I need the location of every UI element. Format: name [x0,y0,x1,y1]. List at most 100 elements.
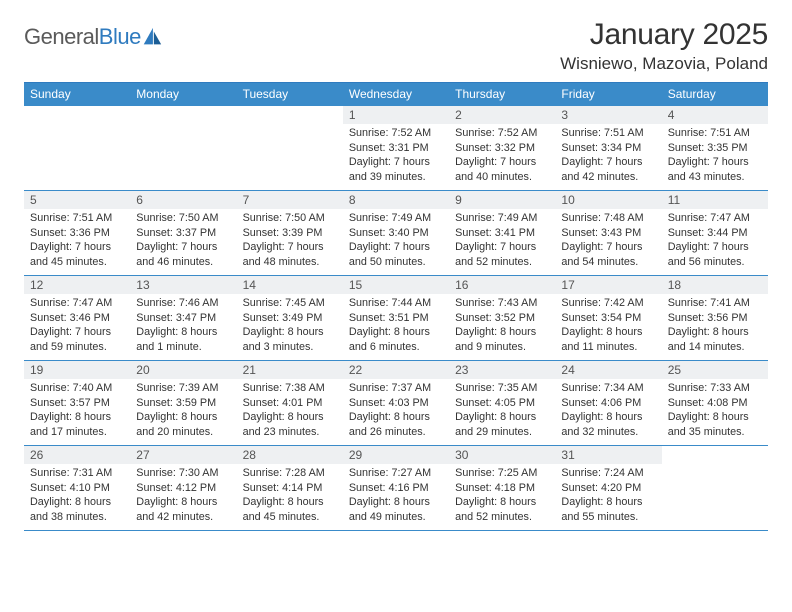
sunset-text: Sunset: 4:01 PM [243,396,337,411]
weekday-header: Monday [130,83,236,105]
sunset-text: Sunset: 3:54 PM [561,311,655,326]
day-number-band: 9 [449,191,555,209]
daylight-text: Daylight: 7 hours and 48 minutes. [243,240,337,269]
day-cell: 28Sunrise: 7:28 AMSunset: 4:14 PMDayligh… [237,446,343,530]
month-title: January 2025 [560,18,768,52]
day-number: 16 [455,278,549,292]
day-number-band: 28 [237,446,343,464]
sunset-text: Sunset: 3:57 PM [30,396,124,411]
day-details: Sunrise: 7:41 AMSunset: 3:56 PMDaylight:… [662,294,768,358]
day-cell: 3Sunrise: 7:51 AMSunset: 3:34 PMDaylight… [555,106,661,190]
day-number: 9 [455,193,549,207]
sunrise-text: Sunrise: 7:48 AM [561,211,655,226]
day-cell [130,106,236,190]
sail-icon [141,26,163,48]
sunset-text: Sunset: 3:32 PM [455,141,549,156]
week-row: 1Sunrise: 7:52 AMSunset: 3:31 PMDaylight… [24,105,768,190]
day-details: Sunrise: 7:27 AMSunset: 4:16 PMDaylight:… [343,464,449,528]
brand-name-1: General [24,24,99,49]
daylight-text: Daylight: 8 hours and 9 minutes. [455,325,549,354]
daylight-text: Daylight: 8 hours and 35 minutes. [668,410,762,439]
day-details: Sunrise: 7:39 AMSunset: 3:59 PMDaylight:… [130,379,236,443]
sunrise-text: Sunrise: 7:47 AM [668,211,762,226]
day-number-band: 21 [237,361,343,379]
daylight-text: Daylight: 8 hours and 26 minutes. [349,410,443,439]
sunrise-text: Sunrise: 7:51 AM [668,126,762,141]
daylight-text: Daylight: 8 hours and 29 minutes. [455,410,549,439]
sunset-text: Sunset: 3:34 PM [561,141,655,156]
sunrise-text: Sunrise: 7:37 AM [349,381,443,396]
daylight-text: Daylight: 8 hours and 52 minutes. [455,495,549,524]
day-number-band: 10 [555,191,661,209]
day-number: 11 [668,193,762,207]
day-cell: 22 Sunrise: 7:37 AMSunset: 4:03 PMDayligh… [343,361,449,445]
day-cell: 27Sunrise: 7:30 AMSunset: 4:12 PMDayligh… [130,446,236,530]
day-number: 28 [243,448,337,462]
day-cell: 9 Sunrise: 7:49 AMSunset: 3:41 PMDaylight… [449,191,555,275]
day-number [668,448,762,462]
day-number: 5 [30,193,124,207]
daylight-text: Daylight: 7 hours and 50 minutes. [349,240,443,269]
sunset-text: Sunset: 4:12 PM [136,481,230,496]
day-details: Sunrise: 7:35 AMSunset: 4:05 PMDaylight:… [449,379,555,443]
day-cell: 7Sunrise: 7:50 AMSunset: 3:39 PMDaylight… [237,191,343,275]
daylight-text: Daylight: 7 hours and 56 minutes. [668,240,762,269]
day-details: Sunrise: 7:49 AMSunset: 3:41 PMDaylight:… [449,209,555,273]
sunrise-text: Sunrise: 7:35 AM [455,381,549,396]
sunset-text: Sunset: 3:36 PM [30,226,124,241]
day-number: 18 [668,278,762,292]
sunset-text: Sunset: 4:14 PM [243,481,337,496]
daylight-text: Daylight: 8 hours and 20 minutes. [136,410,230,439]
day-number: 21 [243,363,337,377]
day-number-band [237,106,343,124]
sunset-text: Sunset: 3:44 PM [668,226,762,241]
weekday-header: Saturday [662,83,768,105]
day-cell: 24Sunrise: 7:34 AMSunset: 4:06 PMDayligh… [555,361,661,445]
weekday-header: Sunday [24,83,130,105]
day-number [136,108,230,122]
weekday-header: Thursday [449,83,555,105]
day-cell: 26Sunrise: 7:31 AMSunset: 4:10 PMDayligh… [24,446,130,530]
sunset-text: Sunset: 4:10 PM [30,481,124,496]
day-cell: 23 Sunrise: 7:35 AMSunset: 4:05 PMDayligh… [449,361,555,445]
daylight-text: Daylight: 7 hours and 40 minutes. [455,155,549,184]
day-number-band: 6 [130,191,236,209]
day-details: Sunrise: 7:25 AMSunset: 4:18 PMDaylight:… [449,464,555,528]
day-details: Sunrise: 7:51 AMSunset: 3:34 PMDaylight:… [555,124,661,188]
daylight-text: Daylight: 8 hours and 1 minute. [136,325,230,354]
day-number: 1 [349,108,443,122]
weekday-header: Friday [555,83,661,105]
day-cell: 10Sunrise: 7:48 AMSunset: 3:43 PMDayligh… [555,191,661,275]
day-number-band: 2 [449,106,555,124]
sunrise-text: Sunrise: 7:33 AM [668,381,762,396]
day-number: 22 [349,363,443,377]
daylight-text: Daylight: 8 hours and 3 minutes. [243,325,337,354]
day-number-band: 4 [662,106,768,124]
day-details: Sunrise: 7:48 AMSunset: 3:43 PMDaylight:… [555,209,661,273]
sunrise-text: Sunrise: 7:49 AM [349,211,443,226]
day-details: Sunrise: 7:34 AMSunset: 4:06 PMDaylight:… [555,379,661,443]
day-number: 23 [455,363,549,377]
daylight-text: Daylight: 8 hours and 23 minutes. [243,410,337,439]
day-number-band: 18 [662,276,768,294]
day-number: 12 [30,278,124,292]
day-number-band: 11 [662,191,768,209]
sunrise-text: Sunrise: 7:34 AM [561,381,655,396]
day-number-band [130,106,236,124]
sunset-text: Sunset: 3:41 PM [455,226,549,241]
day-details: Sunrise: 7:37 AMSunset: 4:03 PMDaylight:… [343,379,449,443]
day-number-band: 3 [555,106,661,124]
sunrise-text: Sunrise: 7:52 AM [349,126,443,141]
day-details: Sunrise: 7:38 AMSunset: 4:01 PMDaylight:… [237,379,343,443]
calendar-grid: SundayMondayTuesdayWednesdayThursdayFrid… [24,82,768,531]
day-cell: 20Sunrise: 7:39 AMSunset: 3:59 PMDayligh… [130,361,236,445]
day-number-band: 13 [130,276,236,294]
sunrise-text: Sunrise: 7:49 AM [455,211,549,226]
day-cell: 19Sunrise: 7:40 AMSunset: 3:57 PMDayligh… [24,361,130,445]
sunrise-text: Sunrise: 7:50 AM [136,211,230,226]
daylight-text: Daylight: 7 hours and 42 minutes. [561,155,655,184]
day-cell: 6Sunrise: 7:50 AMSunset: 3:37 PMDaylight… [130,191,236,275]
sunrise-text: Sunrise: 7:51 AM [30,211,124,226]
day-details: Sunrise: 7:30 AMSunset: 4:12 PMDaylight:… [130,464,236,528]
sunset-text: Sunset: 3:46 PM [30,311,124,326]
